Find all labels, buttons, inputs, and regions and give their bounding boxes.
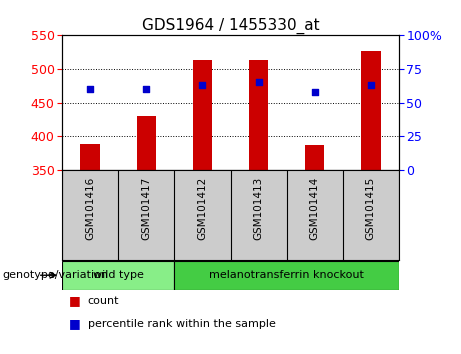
Bar [136,116,156,170]
Bar [193,59,212,170]
Text: GSM101414: GSM101414 [310,177,319,240]
Bar [361,51,380,170]
Text: GSM101412: GSM101412 [197,177,207,240]
Text: ■: ■ [69,295,81,307]
Point [199,82,206,88]
Text: GSM101416: GSM101416 [85,177,95,240]
Text: GSM101417: GSM101417 [142,177,151,240]
Text: percentile rank within the sample: percentile rank within the sample [88,319,276,329]
Bar [174,261,399,290]
Bar [62,261,174,290]
Title: GDS1964 / 1455330_at: GDS1964 / 1455330_at [142,18,319,34]
Bar [249,59,268,170]
Text: melanotransferrin knockout: melanotransferrin knockout [209,270,364,280]
Point [367,82,374,88]
Point [311,89,318,95]
Text: GSM101415: GSM101415 [366,177,376,240]
Bar [81,144,100,170]
Point [142,86,150,92]
Text: ■: ■ [69,318,81,330]
Text: genotype/variation: genotype/variation [2,270,108,280]
Point [87,86,94,92]
Text: count: count [88,296,119,306]
Text: wild type: wild type [93,270,144,280]
Bar [305,145,325,170]
Text: GSM101413: GSM101413 [254,177,264,240]
Point [255,80,262,85]
